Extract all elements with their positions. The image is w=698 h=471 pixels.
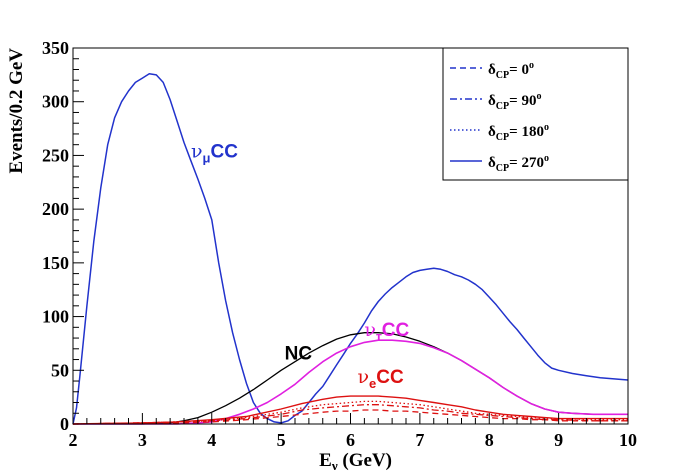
y-axis-title: Events/0.2 GeV [6, 48, 27, 174]
series-layer [72, 73, 629, 425]
series-line-3 [73, 339, 628, 425]
legend-label: δCP= 180o [488, 122, 549, 143]
y-tick-label: 100 [42, 307, 69, 327]
x-tick-label: 10 [619, 430, 637, 450]
legend-label: δCP= 0o [488, 60, 534, 81]
x-tick-label: 7 [415, 430, 424, 450]
y-tick-label: 150 [42, 253, 69, 273]
series-line-6 [72, 404, 628, 425]
series-annotation: ντCC [364, 319, 409, 344]
x-tick-label: 6 [346, 430, 355, 450]
series-annotation: νμCC [191, 141, 238, 166]
y-tick-label: 200 [42, 199, 69, 219]
annotations: νμCC NC ντCC νeCC [191, 141, 410, 392]
legend-label: δCP= 270o [488, 153, 549, 174]
x-tick-label: 9 [554, 430, 563, 450]
series-line-1 [72, 73, 629, 425]
y-tick-label: 0 [60, 414, 69, 434]
x-tick-label: 8 [485, 430, 494, 450]
series-annotation: NC [285, 344, 313, 365]
x-tick-label: 4 [207, 430, 216, 450]
series-annotation: νeCC [357, 366, 404, 391]
series-line-4 [72, 395, 628, 425]
x-tick-label: 5 [277, 430, 286, 450]
x-axis-title: Eν (GeV) [319, 450, 392, 471]
y-tick-label: 300 [42, 92, 69, 112]
legend: δCP= 0o δCP= 90o δCP= 180o δCP= 270o [442, 47, 629, 181]
legend-items: δCP= 0o δCP= 90o δCP= 180o δCP= 270o [450, 60, 549, 174]
series-line-5 [72, 400, 628, 425]
legend-label: δCP= 90o [488, 91, 541, 112]
y-tick-label: 350 [42, 38, 69, 58]
x-tick-label: 3 [138, 430, 147, 450]
x-tick-label: 2 [69, 430, 78, 450]
y-tick-label: 50 [51, 360, 69, 380]
series-line-7 [72, 409, 628, 425]
legend-box [442, 47, 629, 181]
y-tick-label: 250 [42, 145, 69, 165]
